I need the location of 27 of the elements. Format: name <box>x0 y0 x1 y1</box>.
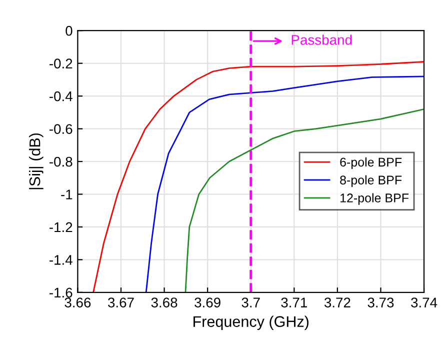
y-tick-label: -0.4 <box>50 91 72 102</box>
line-series <box>92 60 424 292</box>
y-tick-label: -0.8 <box>50 156 72 167</box>
x-tick-label: 3.7 <box>242 298 260 308</box>
y-tick-label: -1 <box>61 190 72 200</box>
x-tick-label: 3.74 <box>411 298 438 308</box>
x-tick-label: 3.71 <box>281 298 307 308</box>
x-axis-title: Frequency (GHz) <box>194 316 308 330</box>
x-tick-label: 3.69 <box>194 298 220 308</box>
legend-label: 6-pole BPF <box>340 157 402 170</box>
x-tick-label: 3.67 <box>108 298 134 308</box>
line-series <box>145 76 424 292</box>
x-tick-label: 3.66 <box>64 298 91 308</box>
line-series <box>184 108 424 292</box>
legend-label: 12-pole BPF <box>340 193 409 205</box>
x-tick-label: 3.72 <box>324 298 350 308</box>
ref-line-label: Passband <box>292 34 352 45</box>
y-tick-label: 0 <box>66 26 72 36</box>
y-tick-label: -1.6 <box>50 288 72 298</box>
legend-label: 8-pole BPF <box>340 175 402 187</box>
y-tick-label: -0.2 <box>50 58 72 68</box>
x-tick-label: 3.68 <box>151 298 178 308</box>
y-tick-label: -0.6 <box>50 124 72 134</box>
y-tick-label: -1.2 <box>50 222 72 232</box>
y-tick-label: -1.4 <box>50 255 72 265</box>
x-tick-label: 3.73 <box>368 298 394 308</box>
y-axis-title: |Sij| (dB) <box>29 133 44 190</box>
